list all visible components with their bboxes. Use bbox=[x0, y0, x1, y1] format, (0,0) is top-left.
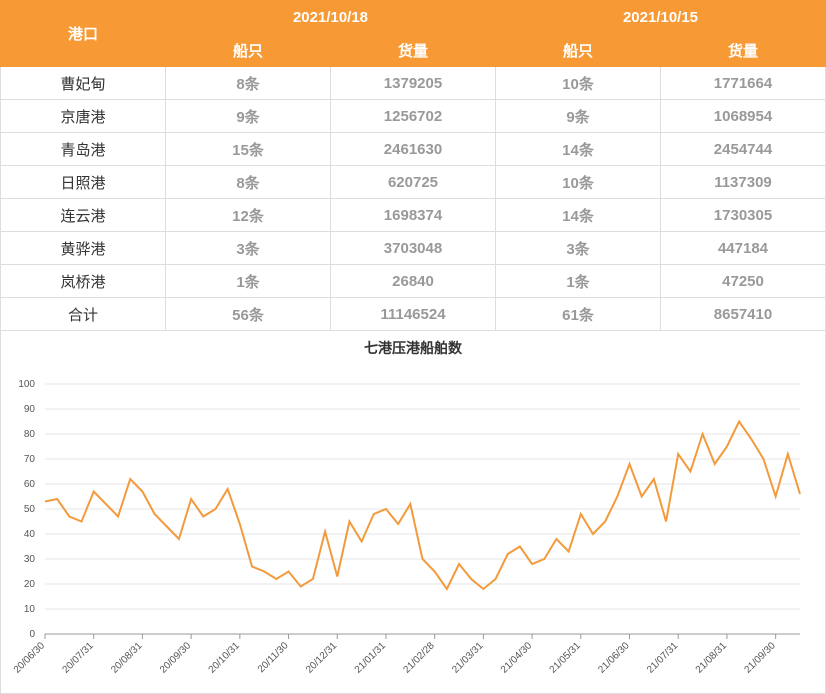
table-row: 连云港 12条 1698374 14条 1730305 bbox=[0, 198, 826, 232]
y-tick-label: 80 bbox=[24, 429, 36, 440]
cell: 56条 bbox=[165, 297, 331, 331]
header-port: 港口 bbox=[0, 0, 166, 67]
cell: 11146524 bbox=[330, 297, 496, 331]
x-tick-label: 20/09/30 bbox=[158, 640, 194, 676]
cell: 9条 bbox=[165, 99, 331, 133]
header-column: 船只 bbox=[495, 33, 661, 67]
port-name: 京唐港 bbox=[0, 99, 166, 133]
y-tick-label: 90 bbox=[24, 404, 36, 415]
port-name: 岚桥港 bbox=[0, 264, 166, 298]
cell: 14条 bbox=[495, 132, 661, 166]
x-tick-label: 20/10/31 bbox=[207, 640, 243, 676]
x-tick-label: 21/08/31 bbox=[694, 640, 730, 676]
y-tick-label: 0 bbox=[29, 629, 35, 640]
table-row: 岚桥港 1条 26840 1条 47250 bbox=[0, 264, 826, 298]
x-tick-label: 20/11/30 bbox=[256, 640, 291, 675]
table-row: 青岛港 15条 2461630 14条 2454744 bbox=[0, 132, 826, 166]
header-column: 船只 bbox=[165, 33, 331, 67]
header-column: 货量 bbox=[660, 33, 826, 67]
cell: 10条 bbox=[495, 165, 661, 199]
y-tick-label: 100 bbox=[18, 379, 35, 390]
x-tick-label: 20/07/31 bbox=[61, 640, 97, 676]
y-tick-label: 30 bbox=[24, 554, 36, 565]
x-tick-label: 21/04/30 bbox=[499, 640, 535, 676]
cell: 1068954 bbox=[660, 99, 826, 133]
cell: 1137309 bbox=[660, 165, 826, 199]
cell: 2454744 bbox=[660, 132, 826, 166]
cell: 61条 bbox=[495, 297, 661, 331]
x-tick-label: 21/09/30 bbox=[742, 640, 778, 676]
x-tick-label: 21/01/31 bbox=[353, 640, 389, 676]
port-name: 日照港 bbox=[0, 165, 166, 199]
y-tick-label: 60 bbox=[24, 479, 36, 490]
port-name: 曹妃甸 bbox=[0, 66, 166, 100]
port-name: 黄骅港 bbox=[0, 231, 166, 265]
table-row: 黄骅港 3条 3703048 3条 447184 bbox=[0, 231, 826, 265]
cell: 1730305 bbox=[660, 198, 826, 232]
y-tick-label: 50 bbox=[24, 504, 36, 515]
y-tick-label: 70 bbox=[24, 454, 36, 465]
header-date: 2021/10/15 bbox=[495, 0, 826, 34]
x-tick-label: 21/05/31 bbox=[548, 640, 584, 676]
port-name: 青岛港 bbox=[0, 132, 166, 166]
port-name: 合计 bbox=[0, 297, 166, 331]
port-name: 连云港 bbox=[0, 198, 166, 232]
table-row: 曹妃甸 8条 1379205 10条 1771664 bbox=[0, 66, 826, 100]
cell: 447184 bbox=[660, 231, 826, 265]
cell: 8条 bbox=[165, 165, 331, 199]
cell: 8条 bbox=[165, 66, 331, 100]
cell: 14条 bbox=[495, 198, 661, 232]
cell: 26840 bbox=[330, 264, 496, 298]
cell: 10条 bbox=[495, 66, 661, 100]
cell: 15条 bbox=[165, 132, 331, 166]
table-row: 京唐港 9条 1256702 9条 1068954 bbox=[0, 99, 826, 133]
table-row: 日照港 8条 620725 10条 1137309 bbox=[0, 165, 826, 199]
header-column: 货量 bbox=[330, 33, 496, 67]
x-tick-label: 21/03/31 bbox=[450, 640, 486, 676]
cell: 1条 bbox=[495, 264, 661, 298]
cell: 1256702 bbox=[330, 99, 496, 133]
header-date: 2021/10/18 bbox=[165, 0, 496, 34]
cell: 1379205 bbox=[330, 66, 496, 100]
cell: 1771664 bbox=[660, 66, 826, 100]
cell: 3703048 bbox=[330, 231, 496, 265]
y-tick-label: 10 bbox=[24, 604, 36, 615]
chart: 七港压港船舶数 0 10 20 30 40 50 60 70 80 90 100 20/06/30 20… bbox=[0, 330, 826, 694]
cell: 3条 bbox=[495, 231, 661, 265]
y-tick-label: 20 bbox=[24, 579, 36, 590]
cell: 9条 bbox=[495, 99, 661, 133]
chart-title: 七港压港船舶数 bbox=[364, 340, 463, 356]
y-tick-label: 40 bbox=[24, 529, 36, 540]
x-tick-label: 20/06/30 bbox=[12, 640, 48, 676]
table-row: 合计 56条 11146524 61条 8657410 bbox=[0, 297, 826, 331]
x-tick-label: 20/12/31 bbox=[304, 640, 340, 676]
cell: 1条 bbox=[165, 264, 331, 298]
cell: 12条 bbox=[165, 198, 331, 232]
x-tick-label: 21/07/31 bbox=[645, 640, 681, 676]
cell: 620725 bbox=[330, 165, 496, 199]
x-tick-label: 20/08/31 bbox=[109, 640, 145, 676]
cell: 8657410 bbox=[660, 297, 826, 331]
x-tick-label: 21/02/28 bbox=[401, 640, 437, 676]
cell: 47250 bbox=[660, 264, 826, 298]
port-table: 港口 2021/10/18 2021/10/15 船只 货量 船只 货量 曹妃甸 8条 1… bbox=[0, 0, 826, 331]
cell: 1698374 bbox=[330, 198, 496, 232]
cell: 3条 bbox=[165, 231, 331, 265]
line bbox=[44, 419, 801, 591]
cell: 2461630 bbox=[330, 132, 496, 166]
x-tick-label: 21/06/30 bbox=[596, 640, 632, 676]
